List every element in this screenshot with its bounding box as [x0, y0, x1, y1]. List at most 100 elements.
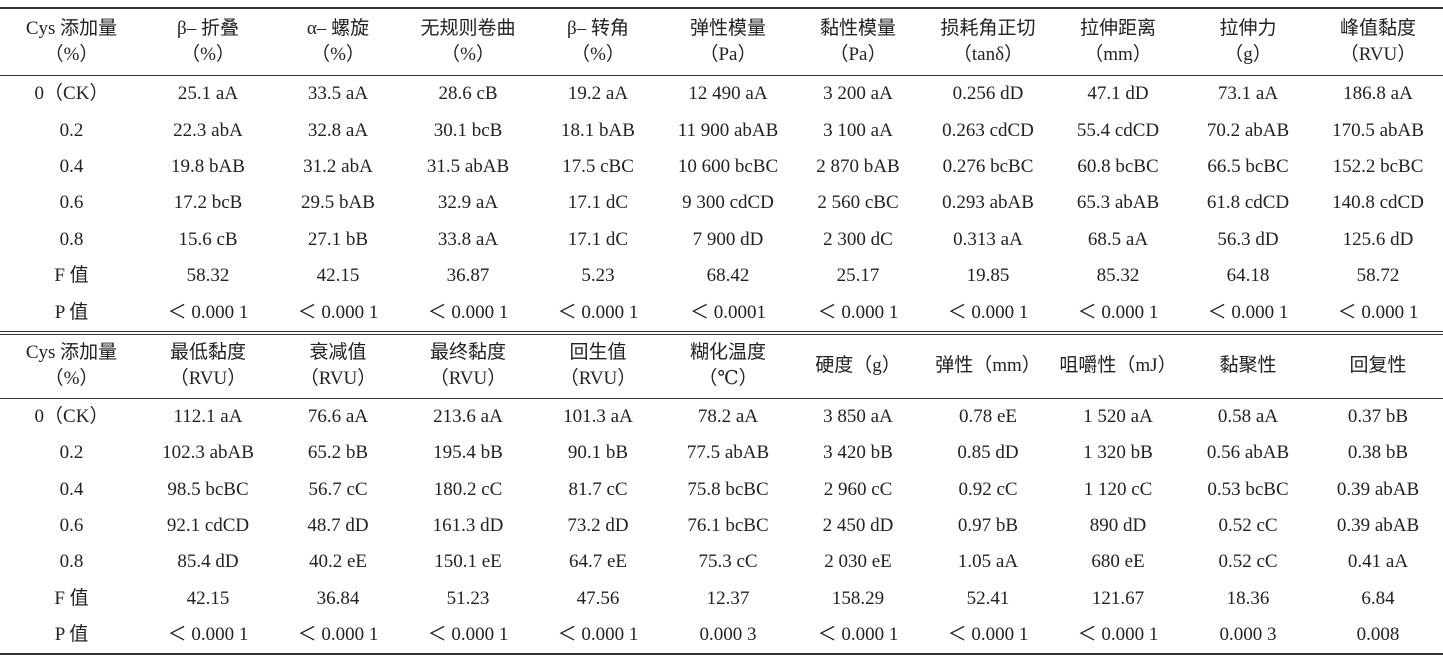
data-cell: 112.1 aA — [173, 405, 243, 427]
data-cell: 0.52 cC — [1218, 551, 1278, 573]
data-cell: 1.05 aA — [957, 551, 1019, 573]
header-text: 糊化温度 — [689, 342, 766, 364]
header-text: 拉伸距离 — [1079, 18, 1156, 39]
header-text: 回复性 — [1349, 355, 1407, 377]
data-cell: 680 eE — [1091, 551, 1145, 573]
data-cell: 12.37 — [706, 587, 750, 609]
header-text: （%） — [181, 44, 235, 65]
header-cell: 峰值黏度 （RVU） — [1313, 7, 1443, 76]
header-text: 衰减值 — [309, 342, 367, 364]
data-row: 0.6 92.1 cdCD 48.7 dD 161.3 dD 73.2 dD 76.1 b… — [0, 508, 1443, 544]
data-cell: 64.18 — [1226, 265, 1270, 287]
data-cell: 29.5 bAB — [301, 192, 375, 214]
header-cell: 弹性模量 （Pa） — [663, 7, 793, 76]
data-cell: 1 120 cC — [1083, 478, 1153, 500]
data-cell: 3 100 aA — [823, 119, 893, 141]
data-cell: 68.5 aA — [1087, 228, 1149, 250]
header-text: 峰值黏度 — [1339, 18, 1416, 39]
data-row: 0.8 85.4 dD 40.2 eE 150.1 eE 64.7 eE 75.3 cC 2… — [0, 544, 1443, 580]
header-cell: β– 折叠 （%） — [143, 7, 273, 76]
header-cell: 衰减值 （RVU） — [273, 330, 403, 399]
data-cell: 0.85 dD — [957, 442, 1019, 464]
data-cell: 65.3 abAB — [1076, 192, 1160, 214]
data-row: F 值 42.15 36.84 51.23 47.56 12.37 158.29 52.41 1… — [0, 581, 1443, 617]
row-label: 0（CK） — [34, 405, 109, 427]
header-text: 最终黏度 — [429, 342, 506, 364]
header-text: 无规则卷曲 — [420, 18, 516, 39]
data-cell: 2 030 eE — [824, 551, 892, 573]
header-text: 弹性模量 — [689, 18, 766, 39]
data-cell: 73.1 aA — [1217, 83, 1279, 105]
data-row: 0.4 98.5 bcBC 56.7 cC 180.2 cC 81.7 cC 75.8 b… — [0, 472, 1443, 508]
data-cell: ＜ 0.000 1 — [923, 617, 1053, 655]
data-cell: 0.41 aA — [1347, 551, 1409, 573]
header-cell: α– 螺旋 （%） — [273, 7, 403, 76]
data-row: 0.8 15.6 cB 27.1 bB 33.8 aA 17.1 dC 7 900 dD 2… — [0, 222, 1443, 258]
header-text: Cys 添加量 — [25, 18, 118, 39]
header-text: （RVU） — [559, 368, 637, 390]
data-cell: 1 520 aA — [1083, 405, 1153, 427]
data-cell: 0.92 cC — [958, 478, 1018, 500]
data-cell: 47.1 dD — [1087, 83, 1149, 105]
data-cell: 92.1 cdCD — [166, 515, 250, 537]
header-text: （RVU） — [1339, 44, 1417, 65]
data-cell: 36.84 — [316, 587, 360, 609]
header-text: 硬度（g） — [815, 355, 901, 377]
header-cell: 损耗角正切 （tanδ） — [923, 7, 1053, 76]
data-cell: 15.6 cB — [178, 228, 238, 250]
header-text: β– 转角 — [567, 18, 629, 39]
row-label: 0.4 — [59, 155, 84, 177]
data-cell: 0.37 bB — [1347, 405, 1409, 427]
row-label: 0.2 — [59, 442, 84, 464]
data-cell: ＜ 0.000 1 — [403, 617, 533, 655]
data-cell: 0.293 abAB — [942, 192, 1034, 214]
data-cell: 56.3 dD — [1217, 228, 1279, 250]
data-cell: 180.2 cC — [433, 478, 503, 500]
header-cell: 最低黏度 （RVU） — [143, 330, 273, 399]
data-cell: 195.4 bB — [433, 442, 503, 464]
data-cell: 61.8 cdCD — [1206, 192, 1290, 214]
header-cell: 咀嚼性（mJ） — [1053, 330, 1183, 399]
header-row: Cys 添加量 （%） 最低黏度 （RVU） 衰减值 （RVU） 最终黏度 （RVU） 回生值 （… — [0, 330, 1443, 399]
data-cell: ＜ 0.000 1 — [793, 617, 923, 655]
data-cell: 30.1 bcB — [433, 119, 503, 141]
row-label: 0.4 — [59, 478, 84, 500]
data-cell: 7 900 dD — [692, 228, 764, 250]
data-cell: 152.2 bcBC — [1332, 155, 1424, 177]
data-cell: ＜ 0.000 1 — [947, 301, 1029, 323]
data-cell: 60.8 bcBC — [1077, 155, 1159, 177]
data-row: 0.2 102.3 abAB 65.2 bB 195.4 bB 90.1 bB 77.5 … — [0, 435, 1443, 471]
data-cell: 10 600 bcBC — [677, 155, 779, 177]
data-cell: 6.84 — [1361, 587, 1395, 609]
data-row: F 值 58.32 42.15 36.87 5.23 68.42 25.17 19.85 85.… — [0, 258, 1443, 294]
data-cell: 64.7 eE — [568, 551, 628, 573]
data-cell: 25.17 — [836, 265, 880, 287]
data-cell: 40.2 eE — [308, 551, 368, 573]
row-label: F 值 — [54, 587, 89, 609]
data-cell: 75.3 cC — [698, 551, 758, 573]
data-cell: 0.97 bB — [957, 515, 1019, 537]
header-cell: 黏性模量 （Pa） — [793, 7, 923, 76]
data-cell: 19.85 — [966, 265, 1010, 287]
header-text: （℃） — [698, 368, 758, 390]
header-text: α– 螺旋 — [306, 18, 370, 39]
data-cell: ＜ 0.000 1 — [427, 301, 509, 323]
header-text: （%） — [441, 44, 495, 65]
data-cell: 36.87 — [446, 265, 490, 287]
data-table: Cys 添加量 （%） β– 折叠 （%） α– 螺旋 （%） 无规则卷曲 （%） β– 转角 （… — [0, 7, 1443, 655]
data-cell: 121.67 — [1091, 587, 1145, 609]
data-cell: 0.56 abAB — [1206, 442, 1290, 464]
data-cell: ＜ 0.000 1 — [273, 617, 403, 655]
data-cell: 2 300 dC — [823, 228, 893, 250]
data-cell: 19.2 aA — [567, 83, 629, 105]
data-cell: 3 200 aA — [823, 83, 893, 105]
data-cell: 98.5 bcBC — [167, 478, 249, 500]
data-cell: 73.2 dD — [567, 515, 629, 537]
data-cell: 0.000 3 — [663, 617, 793, 655]
header-cell: 拉伸距离 （mm） — [1053, 7, 1183, 76]
data-cell: 32.8 aA — [307, 119, 369, 141]
data-cell: 55.4 cdCD — [1076, 119, 1160, 141]
header-cell: 回生值 （RVU） — [533, 330, 663, 399]
header-text: 黏性模量 — [819, 18, 896, 39]
